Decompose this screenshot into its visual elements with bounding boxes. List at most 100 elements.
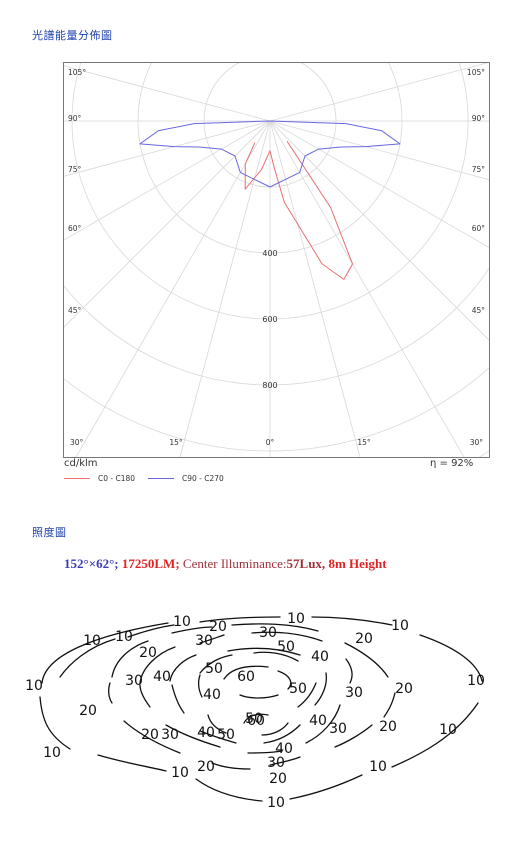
contour-line xyxy=(243,713,269,724)
isolux-chart: 10 10 10 10 10 10 10 10 10 10 10 10 20 20 20 20 20 20 20 20… xyxy=(0,585,523,815)
contour-line xyxy=(231,623,319,632)
contour-line xyxy=(297,682,317,708)
angle-label-left: 60° xyxy=(68,224,82,233)
contour-line xyxy=(127,624,175,638)
contour-line xyxy=(314,672,328,706)
contour-line xyxy=(305,704,341,744)
contour-line xyxy=(97,754,167,772)
contour-label: 20 xyxy=(209,619,227,635)
contour-label: 50 xyxy=(289,681,307,697)
spec-line: 152°×62°; 17250LM; Center Illuminance:57… xyxy=(64,556,387,572)
contour-line xyxy=(344,642,389,678)
contour-line xyxy=(199,654,233,674)
contour-line xyxy=(277,670,292,690)
contour-line xyxy=(169,654,197,682)
legend-item-c90-c270: C90 - C270 xyxy=(148,474,224,483)
contour-label: 10 xyxy=(267,795,285,811)
polar-grid-spoke xyxy=(269,120,489,248)
contour-line xyxy=(139,646,176,684)
contour-line xyxy=(391,702,479,768)
contour-label: 60 xyxy=(247,713,265,729)
contour-line xyxy=(198,674,203,698)
spec-beam: 152°×62°; xyxy=(64,556,119,571)
contour-line xyxy=(227,647,301,656)
contour-label: 20 xyxy=(379,719,397,735)
angle-label-right: 45° xyxy=(472,306,486,315)
polar-grid-spoke xyxy=(64,120,271,328)
contour-label: 50 xyxy=(245,711,263,727)
angle-label-left: 75° xyxy=(68,165,82,174)
contour-label: 30 xyxy=(195,633,213,649)
contour-line xyxy=(345,658,353,684)
contour-line xyxy=(165,724,221,748)
contour-label: 10 xyxy=(83,633,101,649)
contour-line xyxy=(195,778,263,802)
series-line-c0-c180 xyxy=(244,140,353,280)
contour-line xyxy=(108,682,113,704)
contour-line xyxy=(263,724,301,744)
contour-label: 50 xyxy=(217,727,235,743)
contour-label: 30 xyxy=(161,727,179,743)
angle-label-bottom: 30° xyxy=(70,438,84,447)
legend-swatch-red xyxy=(64,478,90,479)
radial-tick-label: 800 xyxy=(262,381,277,390)
contour-line xyxy=(39,696,71,750)
contour-label: 10 xyxy=(171,765,189,781)
radial-tick-label: 400 xyxy=(262,249,277,258)
contour-label: 50 xyxy=(205,661,223,677)
iso-section-title: 照度圖 xyxy=(32,526,67,539)
unit-label: cd/klm xyxy=(64,458,98,469)
contour-label: 30 xyxy=(259,625,277,641)
polar-grid-circle xyxy=(64,267,489,386)
spec-height: 8m Height xyxy=(328,556,387,571)
efficiency-label: η = 92% xyxy=(430,458,474,469)
polar-grid-spoke xyxy=(269,120,361,457)
contour-label: 40 xyxy=(203,687,221,703)
contour-label: 40 xyxy=(309,713,327,729)
contour-line xyxy=(239,694,279,699)
contour-label: 30 xyxy=(345,685,363,701)
angle-label-left: 45° xyxy=(68,306,82,315)
contour-label: 20 xyxy=(197,759,215,775)
polar-section-title: 光譜能量分佈圖 xyxy=(32,29,113,42)
polar-grid-spoke xyxy=(269,120,465,457)
contour-line xyxy=(139,684,151,708)
angle-label-bottom: 15° xyxy=(169,438,183,447)
spec-center-value: 57Lux, xyxy=(286,556,326,571)
contour-label: 20 xyxy=(141,727,159,743)
contour-line xyxy=(207,714,227,734)
contour-label: 40 xyxy=(275,741,293,757)
contour-line xyxy=(269,756,301,766)
contour-line xyxy=(223,665,269,680)
contour-label: 30 xyxy=(267,755,285,771)
contour-line xyxy=(247,750,283,754)
contour-label: 40 xyxy=(311,649,329,665)
contour-line xyxy=(261,722,289,736)
contour-line xyxy=(199,616,281,623)
angle-label-bottom: 0° xyxy=(266,438,275,447)
contour-label: 10 xyxy=(369,759,387,775)
contour-label: 30 xyxy=(125,673,143,689)
contour-label: 10 xyxy=(287,611,305,627)
angle-label-right: 60° xyxy=(472,224,486,233)
isolux-chart-svg: 10 10 10 10 10 10 10 10 10 10 10 10 20 20 20 20 20 20 20 20… xyxy=(25,611,485,811)
polar-grid-spoke xyxy=(269,120,489,181)
contour-line xyxy=(383,692,396,718)
contour-line xyxy=(253,651,299,662)
contour-label: 10 xyxy=(467,673,485,689)
polar-chart-svg: 400 600 800 105° 105° 90° 90° 75° 75° 60° 60° 45° 45… xyxy=(64,63,489,457)
contour-line xyxy=(334,724,373,748)
contour-line xyxy=(41,622,169,684)
contour-label: 10 xyxy=(25,678,43,694)
spec-center-label: Center Illuminance: xyxy=(182,556,287,571)
radial-tick-label: 600 xyxy=(262,315,277,324)
angle-label-right: 105° xyxy=(467,68,485,77)
contour-label: 40 xyxy=(197,725,215,741)
angle-label-left: 105° xyxy=(68,68,86,77)
contour-label: 10 xyxy=(391,618,409,634)
contour-line xyxy=(211,762,251,770)
polar-grid-spoke xyxy=(269,120,489,341)
contour-line xyxy=(199,634,225,644)
contour-label: 50 xyxy=(277,639,295,655)
contour-line xyxy=(171,684,185,714)
